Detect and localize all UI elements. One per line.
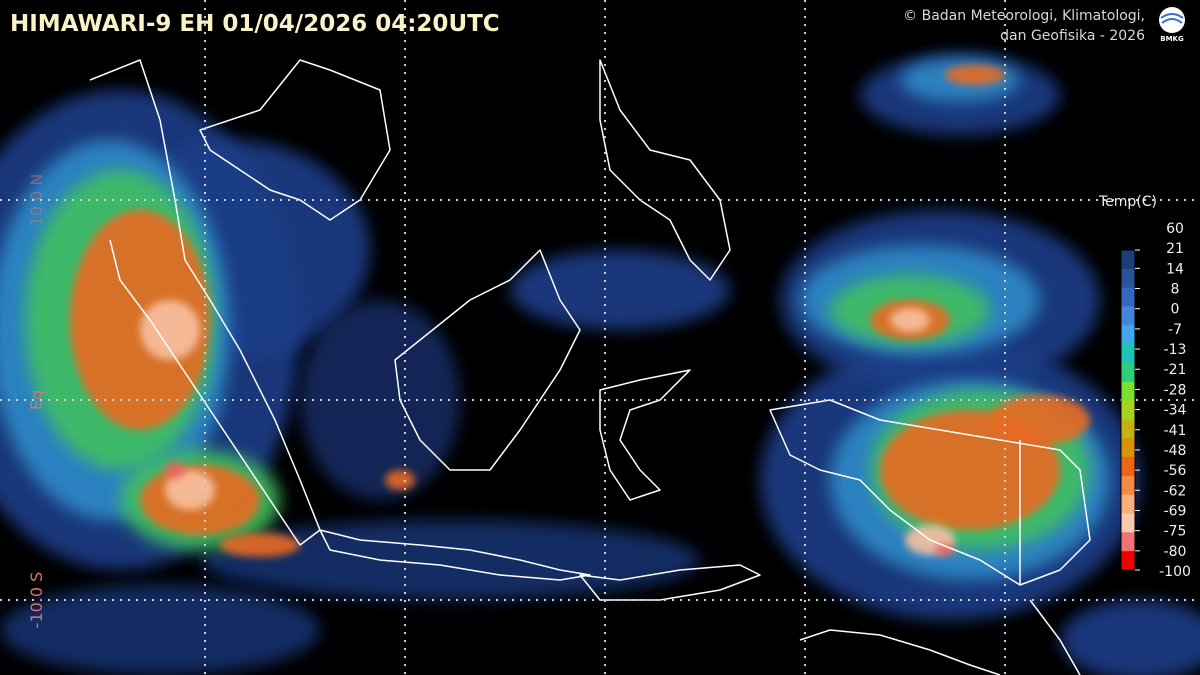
coastlines	[89, 59, 1091, 675]
colorbar-label: -80	[1164, 544, 1187, 560]
colorbar-label: -34	[1164, 403, 1187, 419]
cloud	[140, 300, 200, 360]
colorbar-label: -48	[1164, 443, 1187, 459]
colorbar-label: -41	[1164, 423, 1187, 439]
colorbar-segment	[1121, 494, 1135, 515]
colorbar-segment	[1121, 362, 1135, 383]
colorbar-segment	[1121, 268, 1135, 289]
cloud	[220, 533, 300, 557]
colorbar-label: -69	[1164, 503, 1187, 519]
latitude-label: 10.0 N	[27, 174, 46, 227]
colorbar-label: -100	[1159, 564, 1191, 580]
cloud	[510, 250, 730, 330]
image-title: HIMAWARI-9 EH 01/04/2026 04:20UTC	[10, 11, 500, 37]
cloud	[990, 395, 1090, 445]
cloud	[0, 585, 320, 675]
colorbar-segment	[1121, 513, 1135, 533]
colorbar-label: -56	[1164, 463, 1187, 479]
colorbar-segment	[1121, 250, 1135, 270]
colorbar-segment	[1121, 475, 1135, 496]
colorbar-segment	[1121, 344, 1135, 364]
colorbar-segment	[1121, 457, 1135, 477]
colorbar-label: -28	[1164, 382, 1187, 398]
colorbar-label: -75	[1164, 524, 1187, 540]
cloud	[385, 470, 415, 490]
colorbar-segment	[1121, 306, 1135, 326]
latitude-label: -10.0 S	[27, 572, 46, 629]
cloud	[890, 308, 930, 332]
colorbar-segment	[1121, 325, 1135, 345]
colorbar-segment	[1121, 438, 1135, 458]
cloud	[70, 210, 210, 430]
colorbar-segment	[1121, 381, 1135, 402]
colorbar-label: -7	[1168, 322, 1182, 338]
colorbar-label: 21	[1166, 241, 1184, 257]
credit-line: dan Geofisika - 2026	[1000, 28, 1145, 44]
colorbar-label: -13	[1164, 342, 1187, 358]
colorbar-label: -21	[1164, 362, 1187, 378]
credit-line: © Badan Meteorologi, Klimatologi,	[903, 8, 1145, 24]
cloud	[300, 300, 460, 500]
colorbar-label: 14	[1166, 261, 1184, 277]
colorbar-label: 8	[1171, 282, 1180, 298]
colorbar-label: 0	[1171, 302, 1180, 318]
cloud	[945, 65, 1005, 85]
cloud	[165, 470, 215, 510]
colorbar-segment	[1121, 287, 1135, 307]
colorbar-label: 60	[1166, 221, 1184, 237]
cloud	[935, 544, 955, 556]
colorbar-segment	[1121, 532, 1135, 552]
colorbar-segment	[1121, 551, 1135, 571]
latitude-label: Eq	[27, 390, 46, 410]
logo-waves	[1160, 13, 1184, 24]
colorbar-segment	[1121, 419, 1135, 439]
cloud	[165, 462, 185, 478]
colorbar-label: -62	[1164, 483, 1187, 499]
cloud	[1060, 600, 1200, 675]
colorbar: 60 21 14 8 0 -7 -13 -21 -28 -34 -41 -48 -56 -62 -69 -75…	[1120, 221, 1191, 580]
colorbar-segment	[1121, 400, 1135, 420]
cloud	[200, 520, 700, 600]
logo-text: BMKG	[1160, 35, 1184, 43]
colorbar-title: Temp(C)	[1098, 194, 1157, 210]
